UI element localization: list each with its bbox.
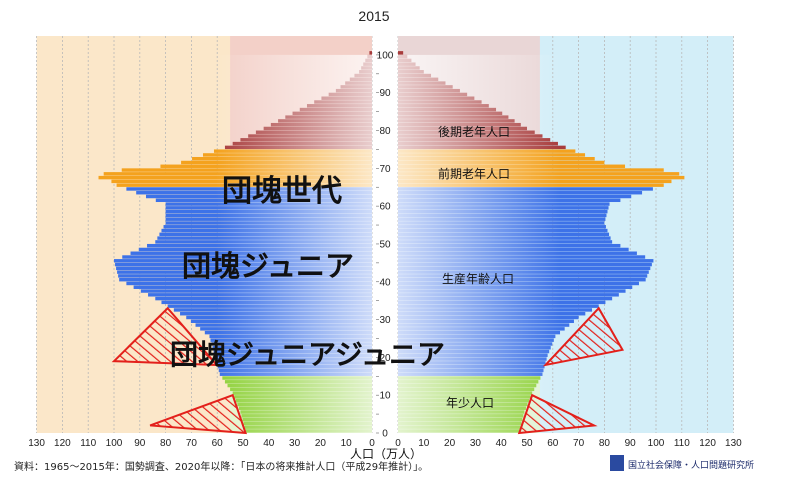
bar-sheen-right — [398, 54, 695, 434]
age-tick: 20 — [379, 353, 391, 364]
age-tick: 10 — [379, 391, 391, 402]
age-tick: 70 — [379, 164, 391, 175]
group-label-elderly-late: 後期老年人口 — [438, 125, 510, 139]
x-tick-right: 20 — [444, 438, 456, 449]
x-tick-left: 120 — [54, 438, 71, 449]
institution-logo: 国立社会保障・人口問題研究所 — [610, 455, 754, 471]
x-tick-right: 130 — [725, 438, 742, 449]
institution-logo-icon — [610, 455, 624, 471]
x-tick-right: 80 — [599, 438, 611, 449]
age-tick: 40 — [379, 277, 391, 288]
age-tick: 100 — [377, 50, 394, 61]
x-tick-right: 0 — [395, 438, 401, 449]
annotation-dankai-junior: 団塊ジュニア — [182, 249, 354, 283]
x-tick-left: 60 — [212, 438, 224, 449]
age-tick: 30 — [379, 315, 391, 326]
x-tick-left: 70 — [186, 438, 198, 449]
group-label-working: 生産年齢人口 — [442, 271, 514, 286]
age-tick: 80 — [379, 126, 391, 137]
x-tick-left: 90 — [134, 438, 146, 449]
x-tick-left: 100 — [106, 438, 123, 449]
age-tick: 0 — [382, 429, 388, 440]
age-tick: 60 — [379, 202, 391, 213]
group-label-young: 年少人口 — [446, 396, 494, 410]
x-tick-right: 100 — [648, 438, 665, 449]
x-tick-right: 70 — [573, 438, 585, 449]
bar-female-age-100 — [398, 51, 404, 55]
age-tick: 50 — [379, 239, 391, 250]
source-note: 資料：1965～2015年：国勢調査、2020年以降：「日本の将来推計人口（平成… — [14, 460, 428, 473]
x-tick-right: 60 — [547, 438, 559, 449]
x-tick-left: 80 — [160, 438, 172, 449]
x-tick-left: 130 — [28, 438, 45, 449]
x-tick-right: 110 — [674, 438, 690, 449]
x-tick-left: 110 — [80, 438, 96, 449]
x-tick-left: 30 — [289, 438, 301, 449]
x-tick-right: 120 — [699, 438, 716, 449]
projection-triangle-left-1 — [111, 306, 219, 367]
bar-sheen-left — [88, 54, 372, 434]
chart-title: 2015 — [358, 8, 389, 24]
institution-name: 国立社会保障・人口問題研究所 — [628, 459, 754, 471]
x-tick-left: 10 — [341, 438, 353, 449]
x-tick-left: 20 — [315, 438, 327, 449]
x-tick-right: 30 — [470, 438, 482, 449]
annotation-dankai-junior-junior: 団塊ジュニアジュニア — [170, 338, 445, 371]
projection-triangle-left-0 — [149, 393, 248, 435]
x-axis-label: 人口（万人） — [350, 447, 422, 461]
projection-triangle-right-3 — [542, 306, 625, 367]
x-tick-right: 90 — [625, 438, 637, 449]
projection-triangle-right-2 — [517, 393, 598, 435]
x-tick-right: 50 — [521, 438, 533, 449]
x-tick-right: 10 — [418, 438, 430, 449]
group-label-elderly-early: 前期老年人口 — [438, 166, 510, 181]
x-tick-left: 0 — [369, 438, 375, 449]
bar-male-age-100 — [369, 51, 372, 55]
x-tick-left: 50 — [237, 438, 249, 449]
x-tick-right: 40 — [496, 438, 508, 449]
annotation-dankai-sedai: 団塊世代 — [222, 174, 342, 209]
x-tick-left: 40 — [263, 438, 275, 449]
age-tick: 90 — [379, 88, 391, 99]
